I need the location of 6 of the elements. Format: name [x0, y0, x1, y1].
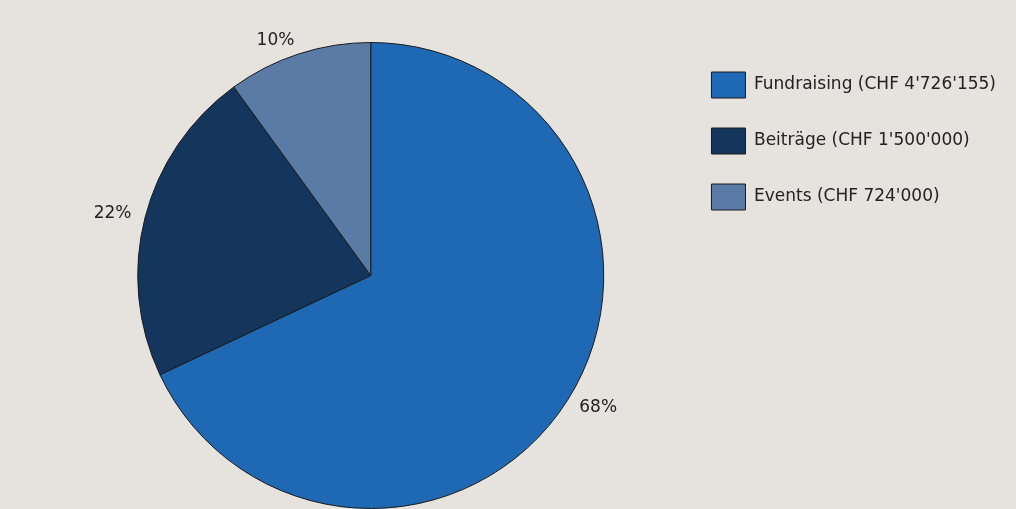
legend-label: Fundraising (CHF 4'726'155) [753, 73, 997, 94]
data-label: 68% [579, 396, 618, 417]
legend-label: Events (CHF 724'000) [753, 185, 940, 206]
data-label: 22% [93, 202, 132, 223]
legend-label: Beiträge (CHF 1'500'000) [753, 129, 970, 150]
data-label: 10% [256, 29, 295, 50]
